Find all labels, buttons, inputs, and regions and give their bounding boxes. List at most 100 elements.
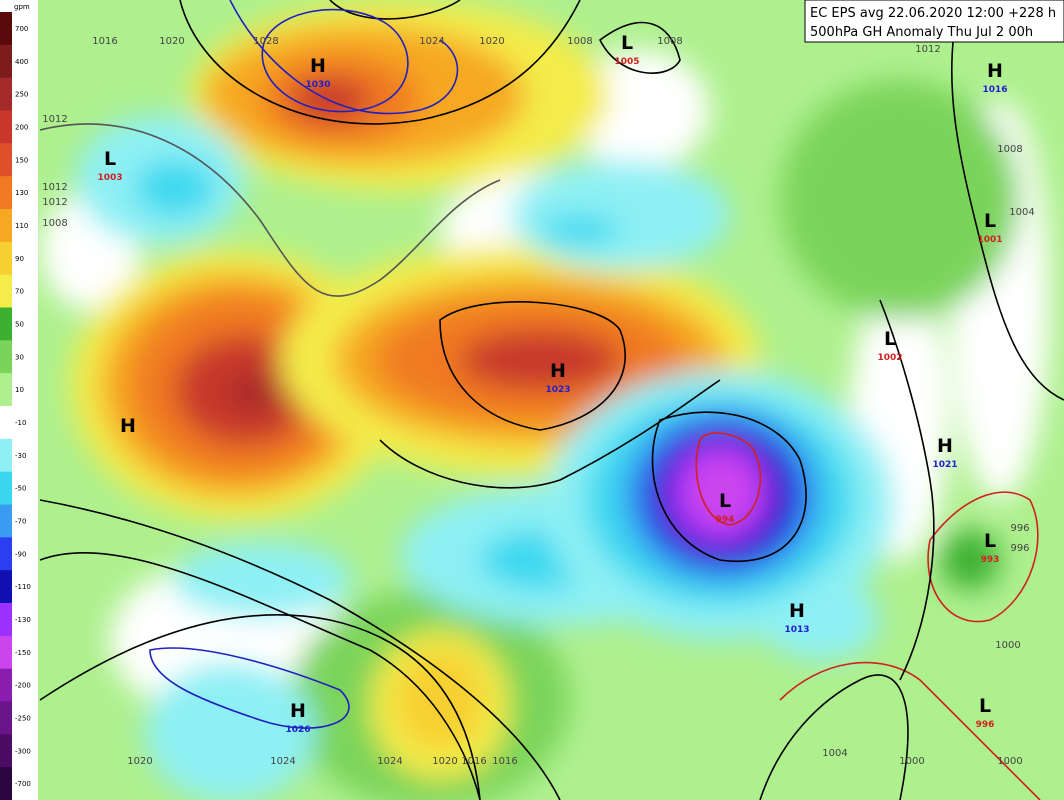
isobar xyxy=(39,614,481,800)
isobar-label: 1008 xyxy=(997,144,1022,155)
legend-label: -90 xyxy=(15,550,26,558)
legend-label: 110 xyxy=(15,222,28,230)
legend-label: 250 xyxy=(15,91,28,99)
center-pressure: 1013 xyxy=(784,625,809,635)
legend: gpm 700 400 250 200 150 130 110 90 70 50 30 10 -10 -30… xyxy=(0,0,38,800)
legend-swatch xyxy=(0,603,12,637)
legend-swatch xyxy=(0,176,12,210)
center-pressure: 993 xyxy=(981,555,1000,565)
isobar-label: 1016 xyxy=(492,756,517,767)
isobar-label: 1028 xyxy=(253,36,278,47)
isobar-label: 1020 xyxy=(432,756,457,767)
isobar-label: 1020 xyxy=(127,756,152,767)
center-symbol: H xyxy=(290,700,306,722)
legend-swatch xyxy=(0,373,12,407)
anomaly-blob xyxy=(780,80,1020,320)
legend-label: 30 xyxy=(15,353,24,361)
legend-swatch xyxy=(0,635,12,670)
isobar-label: 1012 xyxy=(42,114,67,125)
isobar xyxy=(229,0,459,115)
center-symbol: H xyxy=(789,600,805,622)
isobar-label: 1000 xyxy=(899,756,924,767)
legend-label: -30 xyxy=(15,452,26,460)
legend-label: -10 xyxy=(15,419,26,427)
isobar-label: 1004 xyxy=(822,748,847,759)
isobar-label: 1024 xyxy=(270,756,295,767)
legend-swatch xyxy=(0,12,12,46)
legend-swatch xyxy=(0,668,12,702)
anomaly-blob xyxy=(172,542,352,618)
isobar-label: 1016 xyxy=(92,36,117,47)
legend-swatch xyxy=(0,767,12,800)
isobar xyxy=(879,299,935,681)
labels: H 1030 L 1005 L 1003 H 1023 L 994 H L 1001 L 1002 H 1021… xyxy=(42,32,1034,767)
isobar-label: 996 xyxy=(1010,543,1029,554)
center-pressure: 1026 xyxy=(285,725,310,735)
center-pressure: 1030 xyxy=(305,80,330,90)
legend-label: -70 xyxy=(15,517,26,525)
legend-label: -110 xyxy=(15,583,31,591)
center-symbol: L xyxy=(979,695,991,717)
center-pressure: 1021 xyxy=(932,460,957,470)
blobs xyxy=(40,0,1050,800)
legend-label: 50 xyxy=(15,320,24,328)
anomaly-blob xyxy=(510,160,730,270)
isobar xyxy=(439,301,626,431)
isobar xyxy=(695,432,762,526)
isobar-label: 1004 xyxy=(1009,207,1034,218)
isobar xyxy=(39,123,501,297)
isobar xyxy=(759,674,909,800)
legend-label: 200 xyxy=(15,123,28,131)
center-pressure: 1001 xyxy=(977,235,1002,245)
isobar xyxy=(598,21,681,74)
anomaly-blob xyxy=(145,662,315,800)
center-symbol: H xyxy=(937,435,953,457)
legend-swatch xyxy=(0,44,12,79)
center-symbol: L xyxy=(984,210,996,232)
isobar xyxy=(39,499,561,800)
center-pressure: 1005 xyxy=(614,57,639,67)
isobar-label: 1020 xyxy=(479,36,504,47)
legend-label: -300 xyxy=(15,747,31,755)
legend-swatch xyxy=(0,274,12,308)
legend-label: -700 xyxy=(15,780,31,788)
center-symbol: L xyxy=(719,490,731,512)
center-pressure: 1016 xyxy=(982,85,1007,95)
center-symbol: L xyxy=(104,148,116,170)
legend-swatch xyxy=(0,340,12,374)
legend-swatch xyxy=(0,734,12,768)
legend-swatch xyxy=(0,77,12,111)
center-symbol: L xyxy=(984,530,996,552)
legend-label: 700 xyxy=(15,25,28,33)
legend-swatch xyxy=(0,504,12,538)
center-pressure: 994 xyxy=(716,515,735,525)
isobar-label: 1024 xyxy=(419,36,444,47)
isobar-label: 1000 xyxy=(995,640,1020,651)
legend-swatch xyxy=(0,406,12,440)
legend-swatch xyxy=(0,110,12,144)
isobar xyxy=(379,379,721,489)
legend-swatch xyxy=(0,537,12,571)
center-symbol: L xyxy=(884,328,896,350)
header-box xyxy=(804,0,1064,43)
legend-label: -150 xyxy=(15,649,31,657)
legend-swatch xyxy=(0,241,12,276)
isobar-label: 996 xyxy=(1010,523,1029,534)
isobar xyxy=(261,8,409,113)
legend-label: -250 xyxy=(15,714,31,722)
anomaly-blob xyxy=(940,530,1000,590)
center-symbol: H xyxy=(120,415,136,437)
isobar xyxy=(329,0,461,20)
center-pressure: 1023 xyxy=(545,385,570,395)
legend-swatch xyxy=(0,143,12,177)
legend-swatch xyxy=(0,471,12,505)
legend-swatch xyxy=(0,570,12,604)
isobar xyxy=(927,491,1039,623)
isobar-label: 1008 xyxy=(42,218,67,229)
isobar-label: 1012 xyxy=(42,197,67,208)
legend-label: 400 xyxy=(15,58,28,66)
isobar xyxy=(779,661,1041,800)
